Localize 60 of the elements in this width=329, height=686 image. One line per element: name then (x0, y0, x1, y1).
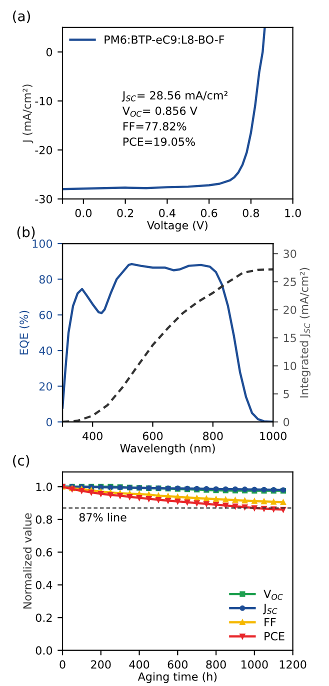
y2-tick-label: 20 (284, 306, 296, 314)
y-axis-title: J (mA/cm²) (22, 84, 34, 144)
y-tick-label: 0 (46, 418, 52, 426)
x-axis-title: Aging time (h) (138, 672, 217, 683)
y-tick-label: 100 (32, 240, 52, 248)
y-axis-title: Normalized value (22, 513, 32, 609)
chart-title: (a) (13, 10, 30, 23)
y-tick-label: -10 (35, 96, 52, 106)
y2-tick-label: 5 (284, 390, 289, 398)
y-tick-label: 0.8 (36, 515, 52, 524)
x-tick-label: 1000 (242, 660, 268, 669)
y-tick-label: 0.2 (36, 614, 52, 622)
x-tick-label: 200 (91, 660, 111, 669)
legend-label: FF (264, 618, 276, 626)
y-tick-label: 1.0 (36, 482, 52, 492)
text: 0.0 (75, 208, 92, 218)
x-axis-title: Voltage (V) (147, 220, 208, 232)
x-tick-label: 0.8 (242, 208, 260, 218)
legend-label: V$_{OC}$ (264, 590, 283, 600)
x-tick-label: 400 (129, 660, 150, 669)
x-tick-label: 800 (206, 660, 226, 669)
text: 1.0 (285, 208, 301, 218)
x-tick-label: 0.4 (159, 208, 176, 218)
y-tick-label: 0.0 (36, 646, 52, 655)
y-tick-label: 60 (39, 310, 52, 320)
y-tick-label: -20 (35, 146, 52, 154)
y2-axis-title: Integrated J$_{SC}$ (mA/cm²) (300, 268, 310, 398)
annotation: FF=77.82% (123, 122, 186, 130)
x-tick-label: 800 (203, 432, 223, 440)
legend-label: PM6:BTP-eC9:L8-BO-F (104, 35, 224, 44)
y-tick-label: 80 (39, 275, 52, 284)
y-tick-label: 0.6 (36, 548, 52, 557)
y-axis-title: EQE (%) (19, 310, 30, 354)
x-tick-label: 1000 (260, 432, 286, 440)
y-tick-label: 40 (39, 346, 52, 355)
x-axis-title: Wavelength (nm) (120, 444, 215, 455)
ref-line-label: 87% line (79, 512, 126, 522)
x-tick-label: 0 (60, 660, 66, 669)
y2-tick-label: 30 (284, 250, 296, 258)
y-tick-label: 0 (46, 48, 52, 56)
y2-tick-label: 10 (284, 362, 296, 370)
x-tick-label: 1200 (280, 660, 306, 669)
x-tick-label: 600 (168, 660, 188, 669)
chart-title: (b) (17, 226, 35, 239)
x-tick-label: 0.2 (117, 208, 134, 218)
y-tick-label: 0.4 (36, 580, 52, 590)
annotation: J$_{SC}$= 28.56 mA/cm² (122, 91, 228, 102)
chart-title: (c) (13, 454, 30, 468)
y2-tick-label: 15 (284, 334, 296, 342)
y2-tick-label: 0 (284, 418, 290, 426)
annotation: V$_{OC}$= 0.856 V (122, 106, 198, 117)
legend-label: J$_{SC}$ (262, 604, 278, 614)
y-tick-label: 20 (39, 382, 52, 391)
annotation: PCE=19.05% (123, 138, 195, 146)
legend-label: PCE (264, 632, 284, 640)
x-tick-label: 400 (82, 432, 102, 440)
x-tick-label: 0.6 (200, 208, 218, 218)
x-tick-label: 600 (142, 432, 163, 440)
y2-tick-label: 25 (284, 278, 296, 286)
y-tick-label: -30 (35, 194, 52, 204)
